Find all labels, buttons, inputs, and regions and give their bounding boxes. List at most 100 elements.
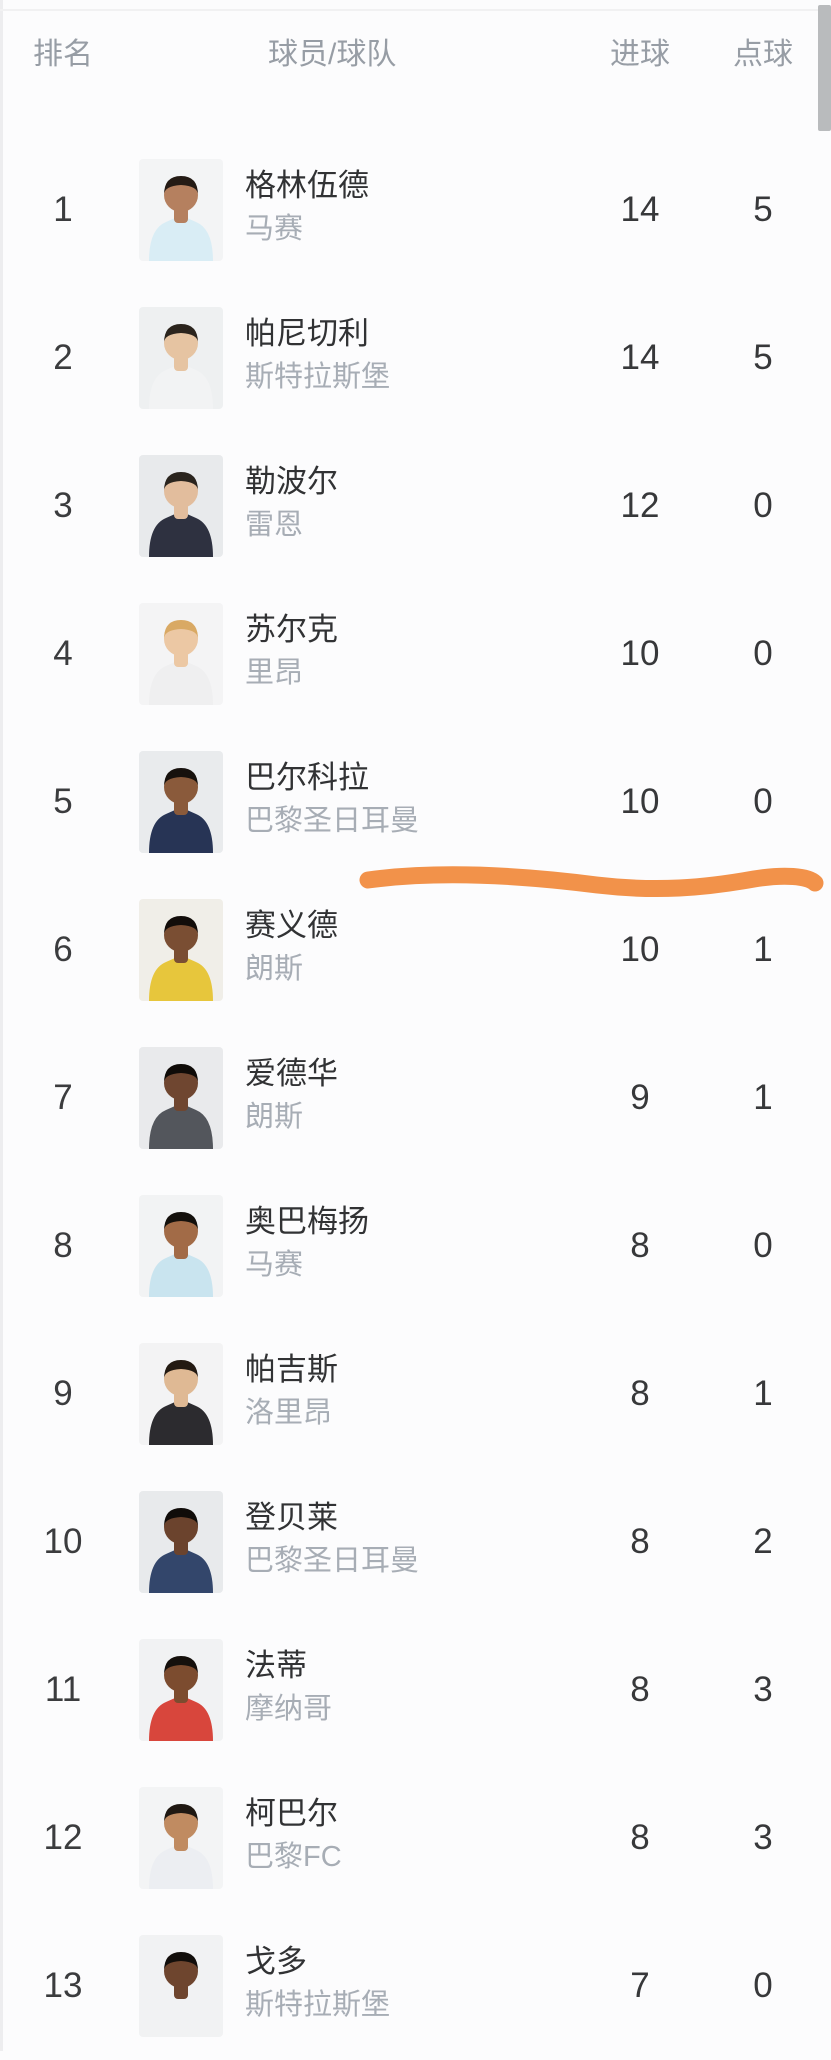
rank-cell: 11 xyxy=(44,1670,82,1709)
goals-cell: 8 xyxy=(630,1226,650,1265)
table-row[interactable]: 1 格林伍德 马赛 14 5 xyxy=(0,136,831,284)
goals-cell: 8 xyxy=(630,1374,650,1413)
header-goals: 进球 xyxy=(610,38,670,71)
player-avatar-image xyxy=(139,1935,223,2037)
player-info: 帕尼切利 斯特拉斯堡 xyxy=(245,316,390,394)
penalties-cell: 1 xyxy=(753,1078,773,1117)
player-name: 爱德华 xyxy=(245,1056,338,1092)
rank-cell: 10 xyxy=(43,1522,83,1561)
player-avatar-image xyxy=(139,1491,223,1593)
goals-cell: 10 xyxy=(620,782,660,821)
penalties-cell: 2 xyxy=(753,1522,773,1561)
goals-cell: 14 xyxy=(620,190,660,229)
rank-cell: 13 xyxy=(43,1966,83,2005)
player-team: 巴黎FC xyxy=(245,1841,342,1874)
penalties-cell: 0 xyxy=(753,1966,773,2005)
penalties-cell: 3 xyxy=(753,1818,773,1857)
player-team: 马赛 xyxy=(245,1249,304,1282)
player-avatar-image xyxy=(139,603,223,705)
player-avatar-image xyxy=(139,751,223,853)
player-team: 斯特拉斯堡 xyxy=(245,361,391,394)
player-avatar-image xyxy=(139,1343,223,1445)
player-avatar-image xyxy=(139,1195,223,1297)
player-name: 戈多 xyxy=(245,1944,307,1980)
player-avatar-image xyxy=(139,159,223,261)
rank-cell: 5 xyxy=(53,782,73,821)
table-row[interactable]: 4 苏尔克 里昂 10 0 xyxy=(0,580,831,728)
rank-cell: 6 xyxy=(53,930,73,969)
player-avatar-image xyxy=(139,307,223,409)
player-team: 里昂 xyxy=(245,657,304,690)
player-info: 苏尔克 里昂 xyxy=(245,612,338,690)
header-player-team: 球员/球队 xyxy=(268,38,397,71)
penalties-cell: 1 xyxy=(753,1374,773,1413)
table-row[interactable]: 3 勒波尔 雷恩 12 0 xyxy=(0,432,831,580)
table-row[interactable]: 12 柯巴尔 巴黎FC 8 3 xyxy=(0,1764,831,1912)
penalties-cell: 0 xyxy=(753,782,773,821)
goals-cell: 12 xyxy=(620,486,660,525)
player-team: 巴黎圣日耳曼 xyxy=(245,1545,420,1578)
top-divider xyxy=(0,9,831,11)
goals-cell: 14 xyxy=(620,338,660,377)
penalties-cell: 5 xyxy=(753,338,773,377)
penalties-cell: 1 xyxy=(753,930,773,969)
player-name: 法蒂 xyxy=(245,1648,307,1684)
player-info: 法蒂 摩纳哥 xyxy=(245,1648,332,1726)
penalties-cell: 0 xyxy=(753,634,773,673)
goals-cell: 7 xyxy=(630,1966,650,2005)
player-info: 登贝莱 巴黎圣日耳曼 xyxy=(245,1500,419,1578)
player-info: 柯巴尔 巴黎FC xyxy=(245,1796,342,1874)
player-name: 巴尔科拉 xyxy=(245,760,369,796)
rank-cell: 9 xyxy=(53,1374,73,1413)
player-name: 登贝莱 xyxy=(245,1500,338,1536)
rank-cell: 1 xyxy=(53,190,73,229)
player-name: 奥巴梅扬 xyxy=(245,1204,369,1240)
goals-cell: 8 xyxy=(630,1670,650,1709)
player-team: 雷恩 xyxy=(245,509,304,542)
player-info: 赛义德 朗斯 xyxy=(245,908,338,986)
table-row[interactable]: 6 赛义德 朗斯 10 1 xyxy=(0,876,831,1024)
player-info: 巴尔科拉 巴黎圣日耳曼 xyxy=(245,760,419,838)
table-row[interactable]: 11 法蒂 摩纳哥 8 3 xyxy=(0,1616,831,1764)
penalties-cell: 0 xyxy=(753,1226,773,1265)
player-name: 帕尼切利 xyxy=(245,316,369,352)
player-name: 苏尔克 xyxy=(245,612,338,648)
goals-cell: 8 xyxy=(630,1818,650,1857)
player-info: 奥巴梅扬 马赛 xyxy=(245,1204,369,1282)
player-avatar-image xyxy=(139,1639,223,1741)
table-body: 1 格林伍德 马赛 14 5 2 帕尼切利 斯特拉斯堡 14 5 xyxy=(0,136,831,2060)
table-row[interactable]: 5 巴尔科拉 巴黎圣日耳曼 10 0 xyxy=(0,728,831,876)
player-team: 洛里昂 xyxy=(245,1397,333,1430)
penalties-cell: 3 xyxy=(753,1670,773,1709)
scrollbar-thumb[interactable] xyxy=(818,5,831,131)
table-row[interactable]: 2 帕尼切利 斯特拉斯堡 14 5 xyxy=(0,284,831,432)
goals-cell: 8 xyxy=(630,1522,650,1561)
penalties-cell: 5 xyxy=(753,190,773,229)
player-team: 马赛 xyxy=(245,213,304,246)
header-penalties: 点球 xyxy=(733,38,793,71)
table-row[interactable]: 10 登贝莱 巴黎圣日耳曼 8 2 xyxy=(0,1468,831,1616)
player-avatar-image xyxy=(139,1787,223,1889)
rank-cell: 12 xyxy=(43,1818,83,1857)
rank-cell: 8 xyxy=(53,1226,73,1265)
rank-cell: 7 xyxy=(53,1078,73,1117)
player-team: 朗斯 xyxy=(245,1101,304,1134)
player-name: 赛义德 xyxy=(245,908,338,944)
table-row[interactable]: 7 爱德华 朗斯 9 1 xyxy=(0,1024,831,1172)
player-team: 巴黎圣日耳曼 xyxy=(245,805,420,838)
table-row[interactable]: 13 戈多 斯特拉斯堡 7 0 xyxy=(0,1912,831,2060)
goals-cell: 10 xyxy=(620,634,660,673)
player-info: 格林伍德 马赛 xyxy=(245,168,369,246)
player-name: 格林伍德 xyxy=(245,168,369,204)
player-info: 帕吉斯 洛里昂 xyxy=(245,1352,338,1430)
player-name: 帕吉斯 xyxy=(245,1352,338,1388)
table-row[interactable]: 9 帕吉斯 洛里昂 8 1 xyxy=(0,1320,831,1468)
player-avatar-image xyxy=(139,1047,223,1149)
player-team: 斯特拉斯堡 xyxy=(245,1989,391,2022)
player-info: 戈多 斯特拉斯堡 xyxy=(245,1944,390,2022)
table-row[interactable]: 8 奥巴梅扬 马赛 8 0 xyxy=(0,1172,831,1320)
rank-cell: 3 xyxy=(53,486,73,525)
goals-cell: 9 xyxy=(630,1078,650,1117)
player-avatar-image xyxy=(139,899,223,1001)
